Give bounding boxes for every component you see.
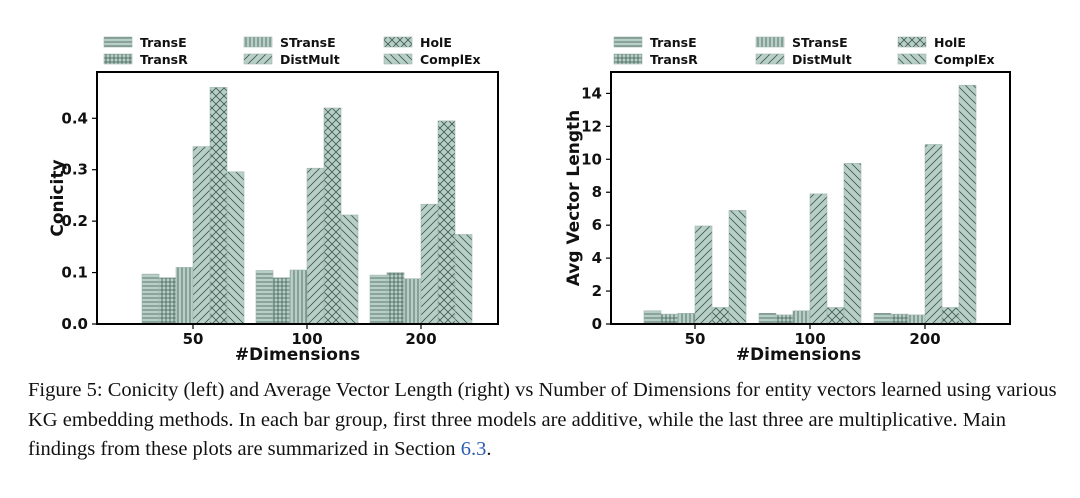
- legend-swatch-complex: [897, 53, 927, 65]
- y-tick-label: 0.4: [61, 109, 88, 127]
- bar-distmult-50: [192, 146, 211, 325]
- legend-swatch-transr: [103, 53, 133, 65]
- legend-label-transe: TransE: [650, 35, 697, 50]
- legend-label-hole: HolE: [420, 35, 452, 50]
- bar-distmult-200: [924, 144, 943, 325]
- y-tick-label: 0.2: [61, 212, 88, 230]
- legend-label-hole: HolE: [934, 35, 966, 50]
- bar-hole-200: [437, 120, 456, 325]
- bar-hole-50: [711, 307, 730, 325]
- bar-transe-100: [255, 270, 274, 325]
- x-tick-label: 50: [685, 330, 706, 348]
- bar-transr-200: [890, 313, 909, 325]
- bar-transe-50: [141, 273, 160, 325]
- x-axis-label: #Dimensions: [235, 345, 360, 365]
- y-tick-label: 6: [592, 216, 602, 234]
- bar-complex-100: [843, 163, 862, 325]
- bar-transr-50: [158, 277, 177, 325]
- legend-label-complex: ComplEx: [934, 52, 995, 67]
- bar-transe-200: [873, 312, 892, 325]
- legend-label-complex: ComplEx: [420, 52, 481, 67]
- y-tick-label: 0.3: [61, 161, 88, 179]
- bar-distmult-100: [809, 193, 828, 325]
- section-reference-link[interactable]: 6.3: [460, 438, 487, 460]
- y-tick-label: 14: [581, 84, 602, 102]
- legend-swatch-hole: [897, 36, 927, 48]
- bar-hole-100: [323, 107, 342, 325]
- bar-transr-100: [775, 314, 794, 325]
- bar-hole-100: [826, 307, 845, 325]
- y-axis-label: Avg Vector Length: [564, 110, 584, 287]
- legend-swatch-distmult: [755, 53, 785, 65]
- x-tick-label: 200: [405, 330, 436, 348]
- bar-transr-100: [272, 277, 291, 325]
- bar-hole-50: [209, 87, 228, 325]
- bar-stranse-200: [403, 278, 422, 325]
- plot-frame: [96, 71, 499, 325]
- bar-distmult-100: [306, 167, 325, 325]
- bar-stranse-100: [792, 310, 811, 325]
- x-tick-label: 100: [794, 330, 825, 348]
- bar-hole-200: [941, 307, 960, 325]
- legend-label-distmult: DistMult: [280, 52, 340, 67]
- legend-label-distmult: DistMult: [792, 52, 852, 67]
- plot-frame: [610, 71, 1011, 325]
- bar-complex-200: [958, 84, 977, 325]
- legend-label-transr: TransR: [650, 52, 698, 67]
- bar-transe-200: [369, 274, 388, 325]
- bar-stranse-50: [175, 267, 194, 325]
- caption-end: .: [486, 438, 492, 460]
- caption-text: Figure 5: Conicity (left) and Average Ve…: [28, 379, 1057, 460]
- bar-complex-50: [728, 210, 747, 325]
- bar-distmult-200: [420, 203, 439, 325]
- y-tick-label: 0: [592, 315, 602, 333]
- x-tick-label: 100: [291, 330, 322, 348]
- y-tick-label: 12: [581, 117, 602, 135]
- y-axis-label: Conicity: [48, 159, 68, 236]
- legend-label-stranse: STransE: [792, 35, 848, 50]
- conicity-chart: 50 100 200 0.0 0.1 0.2 0.3 0.4 #Dimensions Conici…: [48, 35, 499, 365]
- bar-complex-100: [340, 214, 359, 325]
- bar-stranse-100: [289, 269, 308, 325]
- legend-swatch-stranse: [243, 36, 273, 48]
- bar-transr-50: [660, 313, 679, 325]
- bar-transr-200: [386, 272, 405, 325]
- x-tick-label: 50: [183, 330, 204, 348]
- figure: 50 100 2000.00.10.20.30.4#DimensionsConici…: [48, 35, 1011, 365]
- bar-complex-200: [454, 234, 473, 325]
- legend-swatch-distmult: [243, 53, 273, 65]
- y-tick-label: 8: [592, 183, 602, 201]
- bar-complex-50: [226, 171, 245, 325]
- avg-vector-length-chart: 50 100 200 0 2 4 6 8 10 12 14 #Dimensions Avg Vector…: [564, 35, 1011, 365]
- x-axis-label: #Dimensions: [736, 345, 861, 365]
- y-tick-label: 2: [592, 282, 602, 300]
- bar-stranse-200: [907, 314, 926, 325]
- y-tick-label: 4: [592, 249, 602, 267]
- bar-stranse-50: [677, 312, 696, 325]
- legend-swatch-complex: [383, 53, 413, 65]
- legend-swatch-stranse: [755, 36, 785, 48]
- y-tick-label: 10: [581, 150, 602, 168]
- legend-label-stranse: STransE: [280, 35, 336, 50]
- y-tick-label: 0.0: [61, 315, 88, 333]
- x-tick-label: 200: [909, 330, 940, 348]
- bar-transe-100: [758, 312, 777, 325]
- legend-label-transr: TransR: [140, 52, 188, 67]
- bar-distmult-50: [694, 225, 713, 325]
- legend-swatch-transe: [613, 36, 643, 48]
- y-tick-label: 0.1: [61, 264, 88, 282]
- legend-swatch-transe: [103, 36, 133, 48]
- figure-caption: Figure 5: Conicity (left) and Average Ve…: [28, 376, 1058, 465]
- legend-swatch-hole: [383, 36, 413, 48]
- bar-transe-50: [643, 310, 662, 325]
- legend-swatch-transr: [613, 53, 643, 65]
- legend-label-transe: TransE: [140, 35, 187, 50]
